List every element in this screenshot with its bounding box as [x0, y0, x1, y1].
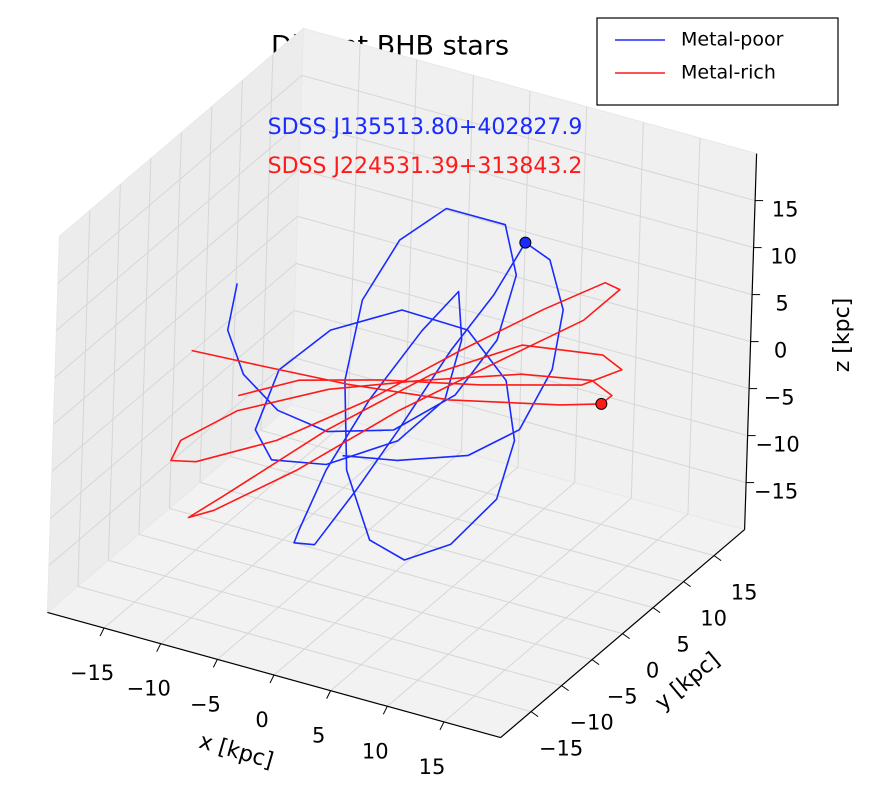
- grid-line: [77, 585, 532, 713]
- z-tick-label: −15: [754, 480, 798, 504]
- grid-line: [50, 310, 295, 519]
- tick-mark: [713, 555, 722, 562]
- grid-line: [260, 429, 715, 557]
- tick-mark: [652, 607, 661, 614]
- y-tick-label: −15: [539, 737, 583, 761]
- y-tick-label: 5: [676, 633, 689, 657]
- x-tick-label: 5: [312, 724, 325, 748]
- orbit-line: [226, 207, 564, 561]
- x-tick-label: 15: [419, 755, 446, 779]
- grid-line: [230, 455, 684, 583]
- grid-line: [51, 263, 297, 472]
- tick-mark: [561, 685, 569, 692]
- z-tick-label: 5: [775, 292, 788, 316]
- annotation: SDSS J135513.80+402827.9: [268, 115, 583, 140]
- x-tick-label: −15: [70, 661, 114, 685]
- annotation: SDSS J224531.39+313843.2: [268, 154, 583, 179]
- z-tick-label: 10: [770, 245, 797, 269]
- y-tick-label: 10: [700, 607, 727, 631]
- tick-mark: [530, 711, 539, 718]
- y-tick-label: −10: [569, 711, 613, 735]
- legend-label: Metal-rich: [681, 62, 776, 84]
- grid-line: [294, 309, 748, 437]
- position-marker: [519, 236, 532, 249]
- x-tick-label: 10: [362, 739, 389, 763]
- grid-line: [53, 216, 298, 425]
- grid-line: [56, 122, 301, 331]
- tick-mark: [326, 690, 332, 699]
- z-axis-label: z [kpc]: [830, 298, 855, 373]
- tick-mark: [382, 706, 388, 715]
- grid-line: [169, 507, 623, 635]
- x-tick-label: −5: [190, 692, 221, 716]
- grid-line: [298, 168, 753, 296]
- z-tick-label: −5: [764, 386, 795, 410]
- orbit-line: [170, 281, 623, 519]
- tick-mark: [683, 581, 691, 588]
- y-tick-label: 0: [646, 659, 659, 683]
- legend-box: [596, 17, 839, 106]
- grid-line: [57, 75, 303, 284]
- grid-line: [300, 121, 754, 249]
- grid-line: [297, 215, 751, 343]
- tick-mark: [99, 627, 105, 637]
- grid-line: [108, 559, 562, 687]
- grid-line: [301, 74, 756, 202]
- tick-mark: [591, 659, 600, 666]
- z-tick-label: 0: [774, 339, 787, 363]
- tick-mark: [269, 674, 275, 684]
- grid-line: [54, 169, 300, 378]
- tick-mark: [622, 633, 630, 640]
- y-tick-label: 15: [731, 581, 758, 605]
- grid-line: [292, 356, 747, 484]
- z-tick-label: 15: [772, 198, 799, 222]
- tick-mark: [156, 643, 162, 652]
- x-tick-label: −10: [127, 677, 171, 701]
- grid-line: [138, 533, 593, 661]
- legend-label: Metal-poor: [681, 29, 784, 51]
- tick-mark: [212, 659, 218, 668]
- x-tick-label: 0: [255, 708, 268, 732]
- tick-mark: [439, 721, 445, 731]
- y-tick-label: −5: [607, 685, 638, 709]
- position-marker: [595, 397, 608, 410]
- grid-line: [199, 481, 654, 609]
- z-tick-label: −10: [755, 433, 799, 457]
